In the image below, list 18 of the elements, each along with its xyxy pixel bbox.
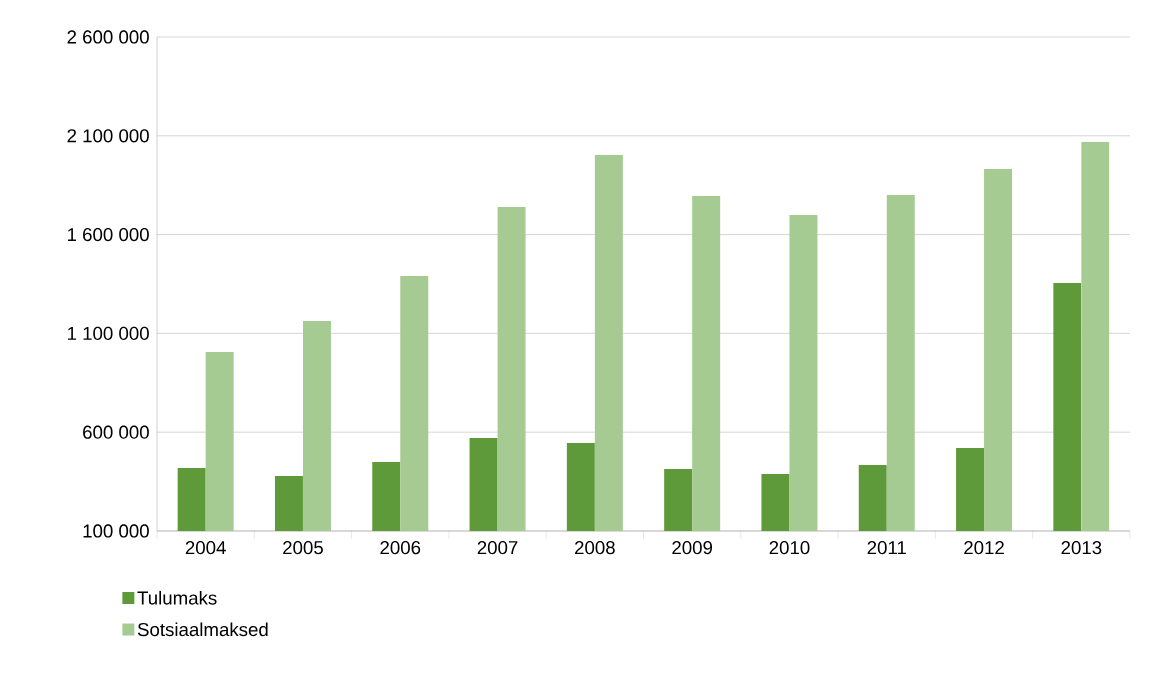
- y-tick-label: 2 600 000: [67, 30, 149, 44]
- y-tick-label: 600 000: [83, 425, 149, 439]
- x-tick-label: 2007: [477, 541, 518, 555]
- x-tick-label: 2004: [185, 541, 226, 555]
- x-tick-label: 2009: [672, 541, 713, 555]
- x-tick-label: 2011: [867, 541, 906, 555]
- x-tick-label: 2008: [575, 541, 615, 555]
- x-tick-label: 2006: [380, 541, 421, 555]
- y-tick-label: 100 000: [83, 524, 149, 538]
- legend-label: Tulumaks: [137, 590, 217, 605]
- legend-label: Sotsiaalmaksed: [137, 622, 268, 637]
- x-tick-label: 2005: [283, 541, 323, 555]
- y-tick-label: 1 100 000: [68, 326, 149, 340]
- x-tick-label: 2010: [769, 541, 810, 555]
- x-tick-label: 2012: [964, 541, 1004, 555]
- y-tick-label: 1 600 000: [68, 227, 149, 242]
- y-tick-label: 2 100 000: [67, 129, 149, 143]
- x-tick-label: 2013: [1061, 541, 1102, 555]
